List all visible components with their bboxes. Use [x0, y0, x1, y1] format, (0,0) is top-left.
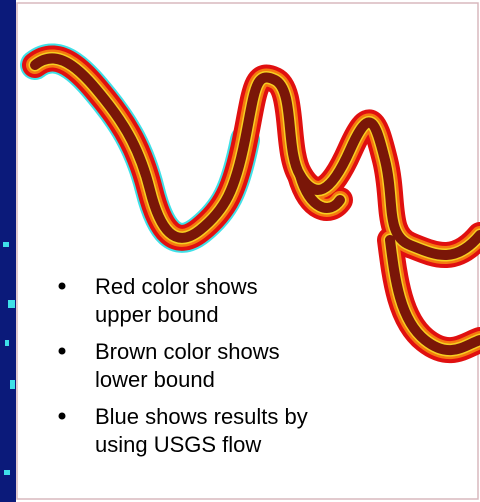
bullet-dot — [59, 348, 66, 355]
bullet-text: Blue shows results by — [95, 404, 308, 429]
bullet-text: upper bound — [95, 302, 219, 327]
bullet-dot — [59, 283, 66, 290]
bullet-text: Red color shows — [95, 274, 258, 299]
left-map-strip — [0, 0, 16, 502]
page: {"bullets": [ {"lines": ["Red color show… — [0, 0, 480, 502]
bullet-text: using USGS flow — [95, 432, 261, 457]
slide: Red color shows upper bound Brown color sh… — [0, 0, 480, 502]
bullet-text: lower bound — [95, 367, 215, 392]
bullet-text: Brown color shows — [95, 339, 280, 364]
bullet-dot — [59, 413, 66, 420]
